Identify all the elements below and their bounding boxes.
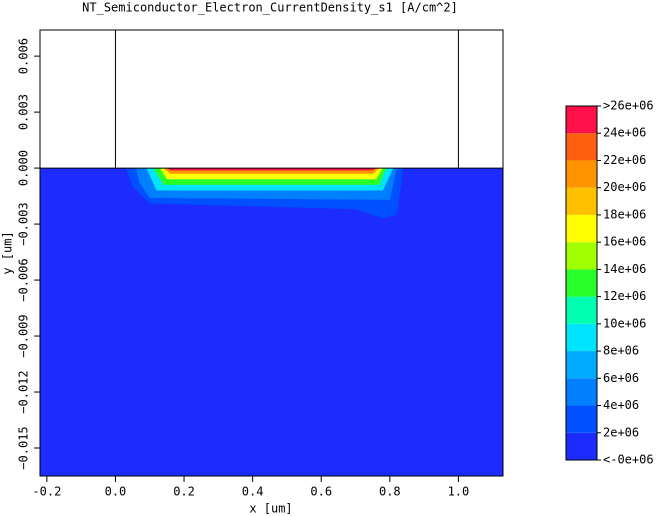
contour-band <box>166 168 377 171</box>
y-tick-label: 0.003 <box>17 94 31 130</box>
colorbar-swatch <box>566 432 597 460</box>
y-tick-label: −0.006 <box>17 258 31 301</box>
x-tick-label: 0.0 <box>105 485 127 499</box>
y-tick-label: 0.000 <box>17 150 31 186</box>
x-axis-label: x [um] <box>249 502 292 516</box>
colorbar-label: 18e+06 <box>603 207 646 221</box>
x-tick-label: 0.2 <box>173 485 195 499</box>
y-tick-label: −0.009 <box>17 314 31 357</box>
colorbar-swatch <box>566 106 597 134</box>
colorbar-swatch <box>566 405 597 433</box>
colorbar-label: 2e+06 <box>603 425 639 439</box>
x-tick-label: -0.2 <box>32 485 61 499</box>
chart-title: NT_Semiconductor_Electron_CurrentDensity… <box>82 1 458 15</box>
x-tick-label: 0.6 <box>310 485 332 499</box>
colorbar-label: 24e+06 <box>603 126 646 140</box>
y-tick-label: −0.015 <box>17 426 31 469</box>
y-axis-label: y [um] <box>1 231 15 274</box>
colorbar-label: 10e+06 <box>603 316 646 330</box>
x-tick-label: 0.8 <box>379 485 401 499</box>
colorbar-label: 8e+06 <box>603 344 639 358</box>
colorbar-swatch <box>566 378 597 406</box>
colorbar-swatch <box>566 323 597 352</box>
x-tick-label: 0.4 <box>242 485 264 499</box>
colorbar-swatch <box>566 214 597 243</box>
colorbar-label: 14e+06 <box>603 262 646 276</box>
colorbar-label: 16e+06 <box>603 235 646 249</box>
y-tick-label: −0.003 <box>17 202 31 245</box>
colorbar-swatch <box>566 187 597 215</box>
colorbar-swatch <box>566 351 597 379</box>
colorbar-swatch <box>566 242 597 270</box>
colorbar-frame <box>565 105 598 461</box>
x-tick-label: 1.0 <box>448 485 470 499</box>
colorbar-label: 22e+06 <box>603 153 646 167</box>
plot-frame <box>39 29 504 477</box>
y-tick-label: −0.012 <box>17 370 31 413</box>
colorbar-label: >26e+06 <box>603 99 654 113</box>
colorbar-swatch <box>566 160 597 188</box>
y-tick-label: 0.006 <box>17 38 31 74</box>
colorbar-label: 6e+06 <box>603 371 639 385</box>
colorbar-label: 12e+06 <box>603 289 646 303</box>
colorbar-swatch <box>566 133 597 161</box>
colorbar-label: 4e+06 <box>603 398 639 412</box>
colorbar-swatch <box>566 269 597 297</box>
colorbar-label: <-0e+06 <box>603 453 654 467</box>
colorbar-label: 20e+06 <box>603 180 646 194</box>
semiconductor-region <box>40 168 503 477</box>
colorbar-swatch <box>566 296 597 324</box>
